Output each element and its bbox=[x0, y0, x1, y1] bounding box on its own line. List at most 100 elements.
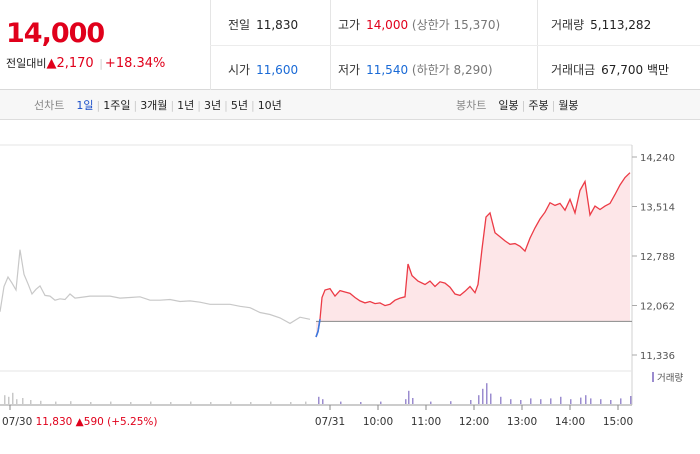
price-chart[interactable]: 14,240 13,514 12,788 12,062 11,336 07/31 10:00… bbox=[0, 120, 700, 450]
chart-toolbar: 선차트 1일 | 1주일 | 3개월 | 1년 | 3년 | 5년 | 10년 봉차트 일봉 | 주봉 | 월봉 bbox=[0, 90, 700, 120]
open-price-value: 11,600 bbox=[256, 63, 299, 77]
low-price-value: 11,540 bbox=[366, 63, 409, 77]
x-tick-label: 10:00 bbox=[363, 416, 393, 428]
volume-legend: 거래량 bbox=[657, 372, 683, 384]
volume-bar bbox=[530, 398, 532, 404]
tab-10y[interactable]: 10년 bbox=[257, 99, 282, 112]
volume-bar bbox=[482, 388, 484, 404]
tab-weekly[interactable]: 주봉 bbox=[528, 99, 549, 112]
candle-chart-tabs: 봉차트 일봉 | 주봉 | 월봉 bbox=[456, 99, 579, 112]
volume-bar bbox=[8, 396, 10, 404]
prev-day-date: 07/30 bbox=[2, 416, 36, 428]
volume-bar bbox=[290, 402, 292, 404]
volume-bar bbox=[210, 402, 212, 404]
gain-area bbox=[316, 172, 630, 337]
change-pct: +18.34% bbox=[104, 56, 166, 71]
tab-3m[interactable]: 3개월 bbox=[140, 99, 168, 112]
volume-bar bbox=[322, 399, 324, 404]
volume-bar bbox=[590, 398, 592, 404]
volume-bar bbox=[470, 400, 472, 404]
volume-bar bbox=[405, 399, 407, 404]
lower-limit: (하한가 8,290) bbox=[411, 63, 493, 77]
volume-bar bbox=[380, 401, 382, 404]
candle-chart-label: 봉차트 bbox=[456, 99, 487, 112]
volume-bar bbox=[40, 400, 42, 404]
volume-bar bbox=[90, 402, 92, 404]
y-tick-label: 14,240 bbox=[640, 153, 675, 164]
volume-bar bbox=[22, 398, 24, 404]
change-row: 전일대비▲2,170 | +18.34% bbox=[6, 56, 166, 71]
prev-close-value: 11,830 bbox=[256, 18, 299, 32]
volume-bar bbox=[560, 396, 562, 404]
trade-amount-value: 67,700 백만 bbox=[601, 63, 670, 77]
today-below-line bbox=[315, 319, 321, 338]
x-tick-label: 15:00 bbox=[603, 416, 633, 428]
open-price: 시가 11,600 bbox=[228, 63, 299, 77]
volume-bar bbox=[585, 395, 587, 404]
current-price: 14,000 bbox=[6, 18, 105, 49]
y-tick-label: 13,514 bbox=[640, 203, 675, 214]
volume-bar bbox=[510, 399, 512, 404]
volume-bar bbox=[4, 395, 6, 404]
volume-bar bbox=[190, 401, 192, 404]
volume-bar bbox=[620, 398, 622, 404]
prev-close: 전일 11,830 bbox=[228, 18, 299, 32]
volume-bar bbox=[270, 401, 272, 404]
tab-1y[interactable]: 1년 bbox=[177, 99, 195, 112]
volume-bar bbox=[340, 401, 342, 404]
volume-bar bbox=[360, 402, 362, 404]
tab-daily[interactable]: 일봉 bbox=[498, 99, 519, 112]
volume-bar bbox=[600, 399, 602, 404]
volume: 거래량 5,113,282 bbox=[551, 18, 652, 32]
x-tick-label: 07/31 bbox=[315, 416, 345, 428]
volume-bar bbox=[540, 399, 542, 404]
change-value: 2,170 bbox=[56, 56, 94, 71]
change-label: 전일대비 bbox=[6, 57, 47, 70]
volume-bar bbox=[412, 398, 414, 404]
high-price: 고가 14,000 (상한가 15,370) bbox=[338, 18, 501, 32]
line-chart-label: 선차트 bbox=[34, 99, 65, 112]
line-chart-tabs: 선차트 1일 | 1주일 | 3개월 | 1년 | 3년 | 5년 | 10년 bbox=[34, 99, 282, 112]
volume-bar bbox=[520, 400, 522, 404]
volume-bar bbox=[150, 401, 152, 404]
volume-bar bbox=[250, 402, 252, 404]
high-price-value: 14,000 bbox=[366, 18, 409, 32]
volume-legend-swatch bbox=[652, 372, 654, 382]
low-price: 저가 11,540 (하한가 8,290) bbox=[338, 63, 493, 77]
volume-bar bbox=[430, 401, 432, 404]
tab-3y[interactable]: 3년 bbox=[204, 99, 222, 112]
x-tick-label: 13:00 bbox=[507, 416, 537, 428]
volume-bar bbox=[16, 399, 18, 404]
tab-1d[interactable]: 1일 bbox=[76, 99, 94, 112]
tab-1w[interactable]: 1주일 bbox=[103, 99, 131, 112]
volume-bar bbox=[486, 383, 488, 404]
x-tick-label: 14:00 bbox=[555, 416, 585, 428]
volume-bar bbox=[70, 401, 72, 404]
volume-bar bbox=[318, 396, 320, 404]
volume-bar bbox=[580, 397, 582, 404]
upper-limit: (상한가 15,370) bbox=[411, 18, 501, 32]
volume-bar bbox=[170, 402, 172, 404]
volume-bar bbox=[550, 398, 552, 404]
prev-day-note: 07/30 11,830 ▲590 (+5.25%) bbox=[2, 416, 158, 428]
volume-bar bbox=[30, 400, 32, 404]
tab-monthly[interactable]: 월봉 bbox=[558, 99, 579, 112]
volume-bar bbox=[610, 400, 612, 404]
volume-bar bbox=[408, 390, 410, 404]
volume-bar bbox=[110, 401, 112, 404]
y-tick-label: 12,062 bbox=[640, 302, 675, 313]
up-arrow-icon: ▲ bbox=[46, 56, 57, 71]
prev-day-line bbox=[0, 249, 311, 325]
volume-bar bbox=[570, 399, 572, 404]
chart-canvas[interactable]: 14,240 13,514 12,788 12,062 11,336 07/31 10:00… bbox=[0, 120, 700, 450]
volume-bar bbox=[230, 401, 232, 404]
volume-bar bbox=[130, 402, 132, 404]
x-tick-label: 12:00 bbox=[459, 416, 489, 428]
y-tick-label: 11,336 bbox=[640, 351, 675, 362]
quote-summary: 14,000 전일대비▲2,170 | +18.34% 전일 11,830 시가 11… bbox=[0, 0, 700, 90]
volume-bar bbox=[478, 395, 480, 404]
tab-5y[interactable]: 5년 bbox=[230, 99, 248, 112]
prev-day-change: 11,830 ▲590 (+5.25%) bbox=[36, 416, 158, 428]
y-tick-label: 12,788 bbox=[640, 252, 675, 263]
volume-bar bbox=[500, 396, 502, 404]
